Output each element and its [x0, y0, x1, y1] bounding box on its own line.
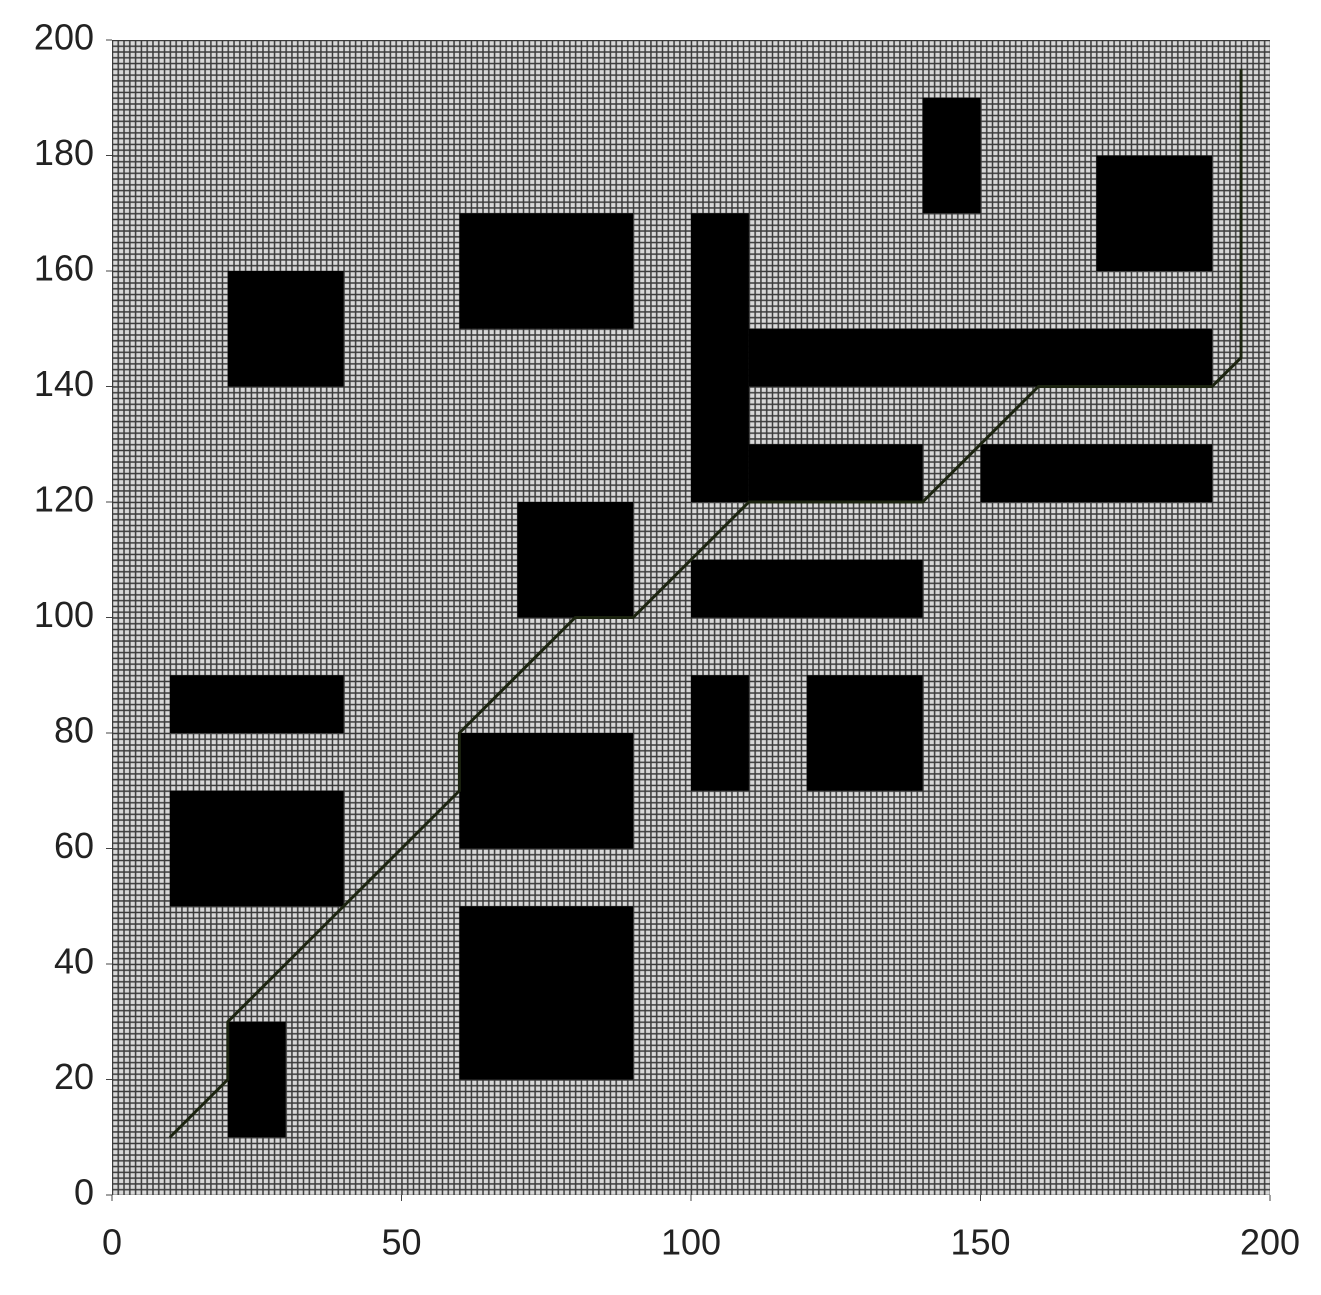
obstacle: [459, 213, 634, 329]
y-tick-label: 120: [34, 479, 94, 520]
x-tick-label: 200: [1240, 1222, 1300, 1263]
obstacle: [459, 733, 634, 849]
obstacle: [169, 675, 344, 733]
y-tick-label: 80: [54, 710, 94, 751]
obstacle: [922, 97, 981, 214]
obstacle: [748, 328, 1213, 387]
y-tick-label: 140: [34, 363, 94, 404]
obstacle: [459, 906, 634, 1080]
y-tick-label: 40: [54, 941, 94, 982]
y-tick-label: 160: [34, 248, 94, 289]
obstacle: [517, 502, 634, 618]
x-tick-label: 0: [102, 1222, 122, 1263]
x-tick-label: 100: [661, 1222, 721, 1263]
obstacle: [691, 213, 749, 502]
x-tick-label: 50: [381, 1222, 421, 1263]
path-line: [168, 68, 1243, 1139]
x-tick-label: 150: [950, 1222, 1010, 1263]
obstacle: [1096, 155, 1213, 271]
obstacle: [691, 559, 923, 618]
y-tick-label: 180: [34, 132, 94, 173]
y-tick-label: 200: [34, 17, 94, 58]
obstacle: [227, 1021, 286, 1138]
obstacle: [169, 790, 344, 907]
y-tick-label: 20: [54, 1056, 94, 1097]
y-tick-label: 60: [54, 825, 94, 866]
obstacle: [748, 444, 923, 502]
obstacle: [691, 675, 749, 791]
plot-area: [168, 68, 1243, 1139]
y-tick-label: 100: [34, 594, 94, 635]
obstacle: [980, 444, 1213, 502]
obstacle: [227, 271, 344, 387]
obstacle: [806, 675, 923, 791]
y-tick-label: 0: [74, 1172, 94, 1213]
